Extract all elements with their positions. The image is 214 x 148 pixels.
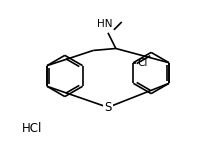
Text: HCl: HCl: [22, 122, 42, 135]
Text: HN: HN: [97, 19, 113, 29]
Text: Cl: Cl: [137, 58, 148, 68]
Text: S: S: [104, 101, 112, 114]
